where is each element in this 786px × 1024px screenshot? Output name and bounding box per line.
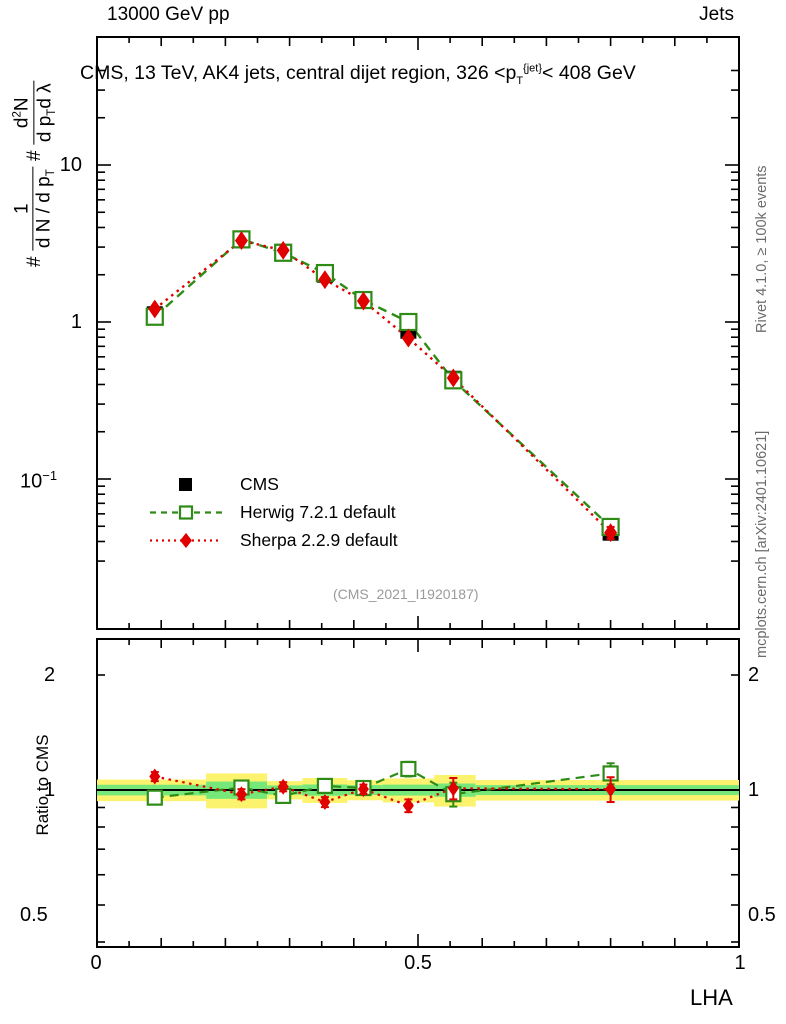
legend-label-herwig: Herwig 7.2.1 default [240,501,396,522]
legend-entry-sherpa: Sherpa 2.2.9 default [148,526,398,554]
header-category-label: Jets [699,4,734,25]
marker-filled-diamond [235,786,247,803]
xtick-05: 0.5 [404,952,432,974]
legend-marker-cms [148,474,226,494]
legend-entry-herwig: Herwig 7.2.1 default [148,498,398,526]
ytick-ratio-05-right: 0.5 [748,904,776,926]
marker-open-square [399,312,418,332]
legend-entry-cms: CMS [148,470,398,498]
ytick-main-1: 1 [70,311,82,333]
marker-filled-diamond [148,299,162,319]
marker-open-square [146,789,163,806]
plot-title-subscript: T [516,74,524,87]
legend-label-sherpa: Sherpa 2.2.9 default [240,529,398,550]
marker-filled-diamond [149,768,161,785]
marker-filled-diamond [277,778,289,795]
marker-open-square [400,760,417,778]
ytick-main-10e-1: 10−1 [20,468,58,493]
marker-filled-diamond [318,270,332,290]
plot-title: CMS, 13 TeV, AK4 jets, central dijet reg… [80,62,636,87]
marker-filled-diamond [604,523,618,543]
marker-filled-diamond [402,797,414,814]
ytick-ratio-1-right: 1 [748,779,760,801]
marker-filled-diamond [356,291,370,311]
plot-title-prefix: CMS, 13 TeV, AK4 jets, central dijet reg… [80,62,517,84]
header-beam-label: 13000 GeV pp [107,4,230,25]
legend-marker-sherpa [148,530,226,550]
analysis-id-watermark: (CMS_2021_I1920187) [333,586,479,602]
ytick-ratio-1-left: 1 [44,779,56,801]
ytick-ratio-05-left: 0.5 [20,904,48,926]
ytick-main-10: 10 [59,154,82,176]
marker-filled-diamond [234,231,248,251]
legend-key-herwig-icon [150,505,222,520]
plot-title-superscript: {jet} [523,62,543,75]
xtick-1: 1 [734,952,746,974]
marker-filled-diamond [605,781,617,798]
legend-marker-herwig [148,502,226,522]
legend: CMS Herwig 7.2.1 default Sherpa 2.2.9 de… [148,470,398,554]
legend-label-cms: CMS [240,473,279,494]
marker-filled-diamond [276,240,290,260]
series-line-sherpa [154,239,612,534]
marker-filled-diamond [401,328,415,348]
marker-filled-diamond [447,780,459,797]
marker-open-square [316,777,334,795]
marker-filled-diamond [446,368,460,388]
marker-filled-diamond [357,781,369,798]
ytick-ratio-2-left: 2 [44,664,56,686]
marker-filled-diamond [319,794,331,811]
legend-key-cms-icon [179,478,192,491]
legend-key-sherpa-icon [150,533,222,548]
ytick-ratio-2-right: 2 [748,664,760,686]
xtick-0: 0 [90,952,102,974]
x-axis-label: LHA [690,985,733,1010]
plot-title-suffix: < 408 GeV [542,62,636,84]
